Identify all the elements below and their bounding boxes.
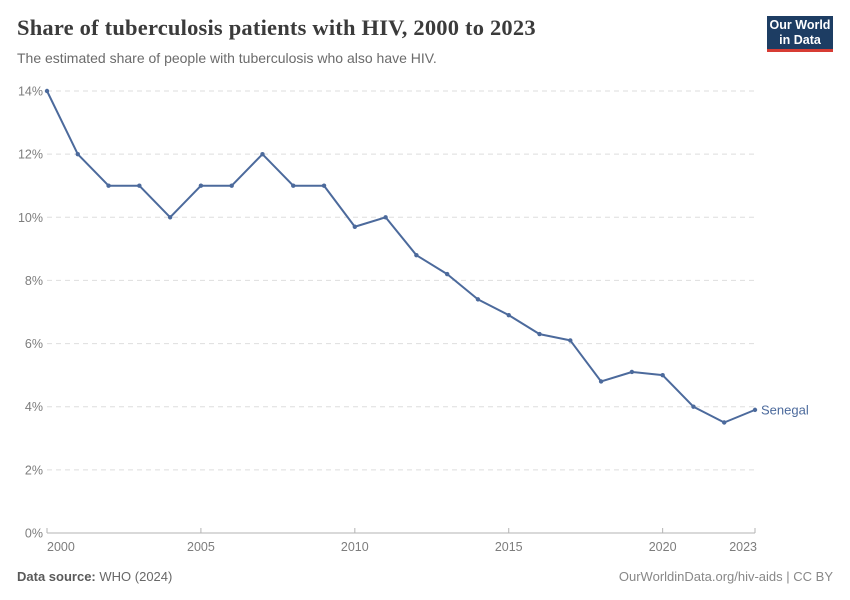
- data-point-2019[interactable]: [629, 369, 635, 375]
- y-axis-label-12: 12%: [18, 148, 43, 162]
- owid-logo[interactable]: Our World in Data: [767, 16, 833, 52]
- data-point-2017[interactable]: [568, 338, 573, 343]
- data-point-2006[interactable]: [229, 183, 234, 188]
- data-point-2009[interactable]: [321, 183, 327, 188]
- series-line-senegal[interactable]: [46, 90, 756, 424]
- data-point-2012[interactable]: [414, 252, 419, 258]
- x-axis-label-2000: 2000: [47, 540, 75, 554]
- series-end-label[interactable]: Senegal: [761, 402, 809, 417]
- data-point-2004[interactable]: [167, 215, 173, 220]
- data-point-2018[interactable]: [598, 379, 604, 384]
- page-title: Share of tuberculosis patients with HIV,…: [17, 15, 536, 40]
- x-axis-label-2010: 2010: [341, 540, 369, 554]
- y-axis-label-0: 0%: [25, 527, 43, 541]
- data-point-2013[interactable]: [444, 271, 450, 277]
- data-point-2010[interactable]: [352, 224, 358, 229]
- data-source: Data source: WHO (2024): [17, 569, 172, 584]
- data-point-2005[interactable]: [198, 183, 204, 188]
- data-point-2015[interactable]: [506, 312, 511, 318]
- y-axis-label-8: 8%: [25, 274, 43, 288]
- owid-logo-line1: Our World: [769, 17, 831, 32]
- owid-logo-line2: in Data: [779, 32, 821, 47]
- y-axis-label-4: 4%: [25, 400, 43, 414]
- y-axis-label-10: 10%: [18, 211, 43, 225]
- data-point-2007[interactable]: [260, 151, 265, 157]
- chart-footer: Data source: WHO (2024) OurWorldinData.o…: [17, 569, 833, 584]
- footer-url-license: OurWorldinData.org/hiv-aids | CC BY: [618, 569, 833, 584]
- y-axis-label-14: 14%: [18, 85, 43, 99]
- data-point-2003[interactable]: [137, 183, 142, 188]
- data-point-2002[interactable]: [106, 183, 111, 188]
- page-subtitle: The estimated share of people with tuber…: [17, 50, 437, 67]
- data-point-2016[interactable]: [537, 331, 542, 337]
- x-axis-label-2020: 2020: [649, 540, 677, 554]
- data-point-2000[interactable]: [44, 88, 50, 94]
- footer-links[interactable]: OurWorldinData.org/hiv-aids | CC BY: [619, 569, 833, 584]
- x-axis-label-2005: 2005: [187, 540, 215, 554]
- x-axis-label-2023: 2023: [729, 540, 757, 554]
- data-point-2023[interactable]: [752, 407, 758, 413]
- data-point-2001[interactable]: [75, 151, 80, 157]
- data-point-2020[interactable]: [660, 372, 665, 378]
- data-point-2021[interactable]: [691, 404, 696, 409]
- data-point-2014[interactable]: [475, 297, 481, 302]
- chart-header: Share of tuberculosis patients with HIV,…: [17, 14, 750, 67]
- y-axis-label-6: 6%: [25, 337, 43, 351]
- data-point-2008[interactable]: [291, 183, 296, 188]
- data-point-2011[interactable]: [383, 215, 388, 220]
- data-source-label: Data source:: [17, 569, 96, 584]
- data-source-value: WHO (2024): [99, 569, 173, 584]
- data-point-2022[interactable]: [722, 420, 727, 425]
- x-axis-label-2015: 2015: [495, 540, 523, 554]
- y-axis-label-2: 2%: [25, 463, 43, 477]
